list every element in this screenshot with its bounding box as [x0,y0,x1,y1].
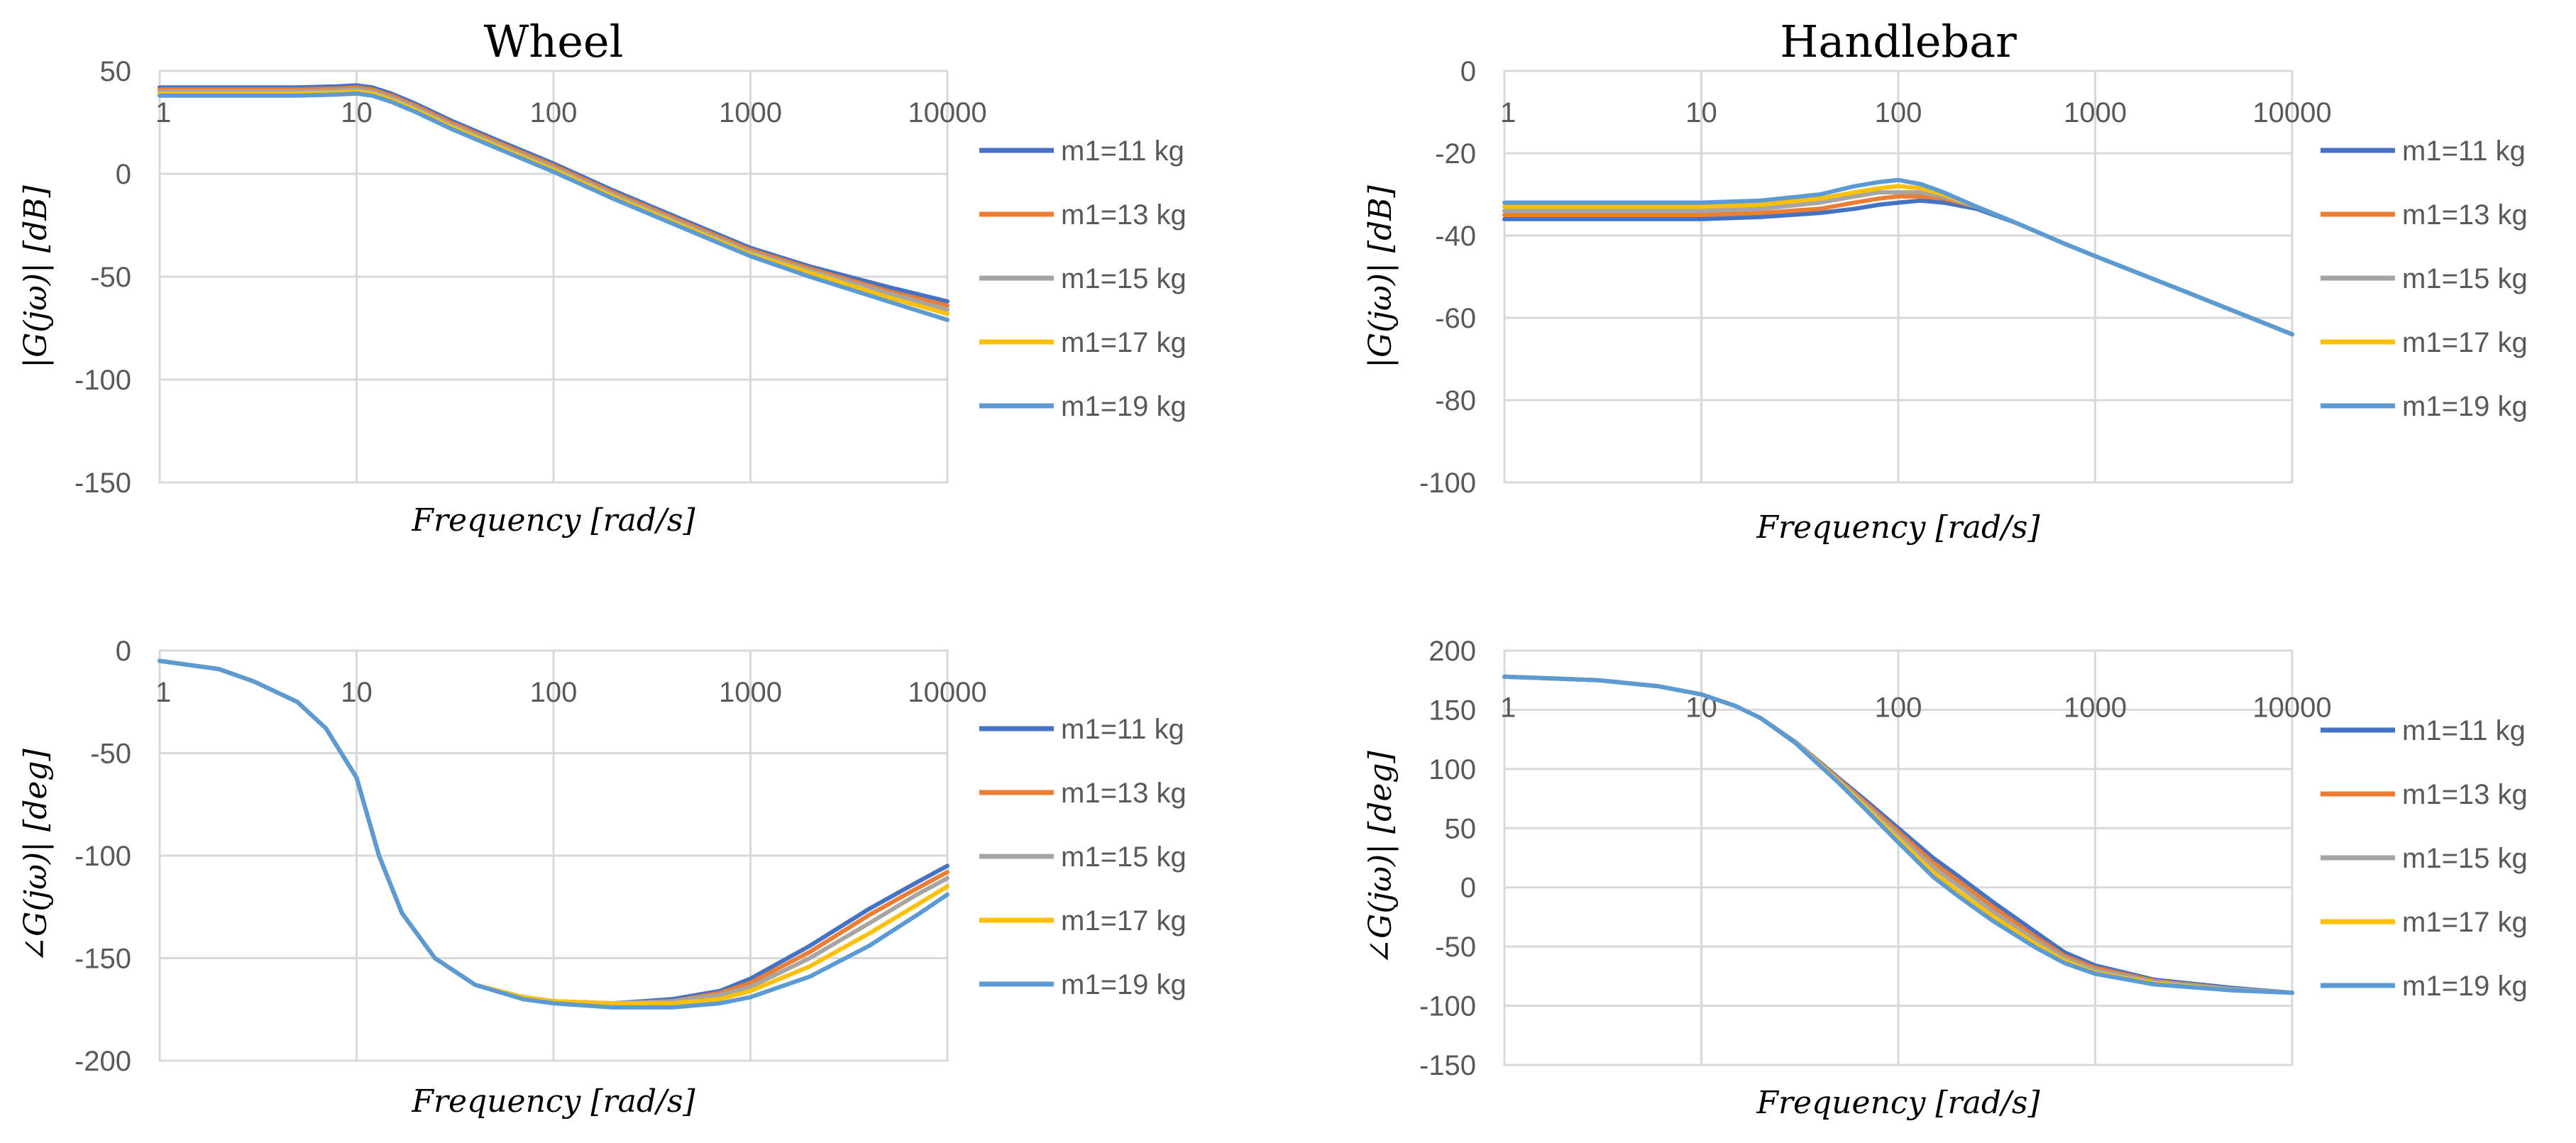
handlebar-phase-yaxis-label: ∠G(jω)| [deg] [1363,750,1399,964]
handlebar-phase-ytick-label: -100 [1419,991,1476,1022]
wheel-phase-legend-label-m1-19-kg: m1=19 kg [1061,969,1187,1000]
handlebar-mag-plot-frame [1503,70,2294,484]
handlebar-phase-xtick-label: 10000 [2252,692,2331,723]
wheel-mag-ytick-label: 0 [116,159,131,190]
handlebar-phase-series-m1-19-kg [1502,674,2294,995]
wheel-mag-yaxis-label: |G(jω)| [dB] [18,184,54,368]
handlebar-mag-ytick-label: -80 [1435,385,1476,416]
handlebar-mag-legend: m1=11 kg m1=13 kg m1=15 kg m1=17 kg m1=19 kg [2321,136,2528,422]
handlebar-magnitude-chart: 0 -20 -40 -60 -80 -100 1 10 100 1000 10000 Handleba… [1363,16,2528,546]
handlebar-phase-series-group [1502,674,2294,995]
handlebar-phase-legend-label-m1-19-kg: m1=19 kg [2402,971,2528,1002]
wheel-magnitude-chart: 50 0 -50 -100 -150 1 10 100 1000 10000 Wheel Freque… [18,16,1187,539]
wheel-mag-legend: m1=11 kg m1=13 kg m1=15 kg m1=17 kg m1=19 kg [979,136,1187,422]
wheel-phase-xtick-label: 10 [341,677,373,708]
wheel-mag-xtick-label: 100 [530,97,578,128]
wheel-phase-ytick-label: -200 [75,1046,131,1077]
wheel-mag-ytick-label: -150 [75,468,131,499]
wheel-mag-legend-label-m1-17-kg: m1=17 kg [1061,327,1187,358]
handlebar-mag-gridlines [1503,70,2294,484]
wheel-mag-ytick-label: 50 [100,56,132,87]
wheel-mag-xtick-label: 1 [155,97,171,128]
wheel-phase-xaxis-label: Frequency [rad/s] [411,1083,695,1120]
wheel-phase-xtick-label: 1000 [719,677,782,708]
handlebar-mag-xtick-label: 1 [1500,97,1516,128]
handlebar-mag-ytick-label: -100 [1419,468,1476,499]
handlebar-mag-ytick-label: -20 [1435,138,1476,170]
wheel-phase-yaxis-label: ∠G(jω)| [deg] [18,748,54,962]
handlebar-mag-title: Handlebar [1780,16,2017,67]
wheel-phase-ytick-label: 0 [116,636,131,667]
handlebar-phase-ytick-label: 200 [1429,636,1476,667]
wheel-mag-xtick-label: 1000 [719,97,782,128]
handlebar-phase-xtick-label: 1000 [2064,692,2127,723]
handlebar-mag-legend-label-m1-15-kg: m1=15 kg [2402,263,2528,294]
wheel-phase-chart: 0 -50 -100 -150 -200 1 10 100 1000 10000 Frequency… [18,636,1187,1120]
wheel-mag-ytick-label: -100 [75,365,131,396]
wheel-mag-ytick-label: -50 [90,262,131,293]
handlebar-mag-xaxis-label: Frequency [rad/s] [1756,509,2040,546]
wheel-mag-legend-label-m1-15-kg: m1=15 kg [1061,263,1187,294]
handlebar-phase-xtick-label: 1 [1500,692,1516,723]
wheel-mag-xtick-label: 10 [341,97,373,128]
handlebar-phase-legend-label-m1-15-kg: m1=15 kg [2402,843,2528,874]
handlebar-mag-series-group [1502,177,2294,337]
wheel-mag-legend-label-m1-11-kg: m1=11 kg [1061,136,1184,167]
handlebar-mag-xtick-label: 10000 [2252,97,2331,128]
handlebar-phase-ytick-label: 0 [1460,873,1476,904]
wheel-phase-legend-label-m1-13-kg: m1=13 kg [1061,778,1187,809]
handlebar-mag-ytick-label: 0 [1460,56,1476,87]
wheel-mag-legend-label-m1-13-kg: m1=13 kg [1061,199,1187,231]
handlebar-mag-legend-label-m1-13-kg: m1=13 kg [2402,199,2528,231]
handlebar-phase-legend-label-m1-17-kg: m1=17 kg [2402,907,2528,938]
handlebar-phase-legend: m1=11 kg m1=13 kg m1=15 kg m1=17 kg m1=19 kg [2321,715,2528,1002]
handlebar-mag-legend-label-m1-17-kg: m1=17 kg [2402,327,2528,358]
handlebar-phase-legend-label-m1-11-kg: m1=11 kg [2402,715,2526,746]
handlebar-phase-ytick-label: -150 [1419,1050,1476,1081]
wheel-phase-series-m1-19-kg [158,658,950,1010]
handlebar-phase-xtick-label: 100 [1875,692,1922,723]
handlebar-mag-legend-label-m1-11-kg: m1=11 kg [2402,136,2526,167]
wheel-mag-title: Wheel [484,16,624,67]
handlebar-mag-ytick-label: -40 [1435,221,1476,252]
wheel-phase-ytick-label: -150 [75,944,131,975]
wheel-phase-series-group [158,658,950,1010]
handlebar-mag-xtick-label: 1000 [2064,97,2127,128]
handlebar-phase-xaxis-label: Frequency [rad/s] [1756,1085,2040,1121]
handlebar-mag-legend-label-m1-19-kg: m1=19 kg [2402,391,2528,422]
wheel-phase-ytick-label: -100 [75,841,131,872]
handlebar-mag-series-m1-19-kg [1502,177,2294,337]
wheel-phase-legend-label-m1-17-kg: m1=17 kg [1061,905,1187,937]
wheel-phase-xtick-label: 10000 [908,677,986,708]
handlebar-phase-plot-frame [1503,649,2294,1066]
wheel-phase-xtick-label: 1 [155,677,171,708]
wheel-mag-xaxis-label: Frequency [rad/s] [411,502,695,539]
wheel-mag-series-m1-19-kg [158,91,950,322]
wheel-phase-legend-label-m1-15-kg: m1=15 kg [1061,841,1187,873]
handlebar-phase-ytick-label: 100 [1429,754,1476,785]
handlebar-mag-xtick-label: 10 [1685,97,1717,128]
handlebar-phase-ytick-label: -50 [1435,932,1476,963]
wheel-mag-legend-label-m1-19-kg: m1=19 kg [1061,391,1187,422]
wheel-phase-ytick-label: -50 [90,739,131,770]
handlebar-phase-ytick-label: 150 [1429,695,1476,726]
wheel-mag-series-group [158,83,950,322]
handlebar-mag-yaxis-label: |G(jω)| [dB] [1363,184,1399,368]
wheel-phase-legend-label-m1-11-kg: m1=11 kg [1061,714,1184,745]
wheel-mag-plot-frame [158,70,949,484]
wheel-mag-xtick-label: 10000 [908,97,986,128]
wheel-phase-plot-frame [158,649,949,1062]
handlebar-mag-ytick-label: -60 [1435,303,1476,334]
wheel-phase-legend: m1=11 kg m1=13 kg m1=15 kg m1=17 kg m1=19 kg [979,714,1187,1000]
handlebar-mag-xtick-label: 100 [1875,97,1922,128]
wheel-phase-xtick-label: 100 [530,677,578,708]
handlebar-phase-legend-label-m1-13-kg: m1=13 kg [2402,779,2528,810]
handlebar-phase-ytick-label: 50 [1445,813,1477,844]
